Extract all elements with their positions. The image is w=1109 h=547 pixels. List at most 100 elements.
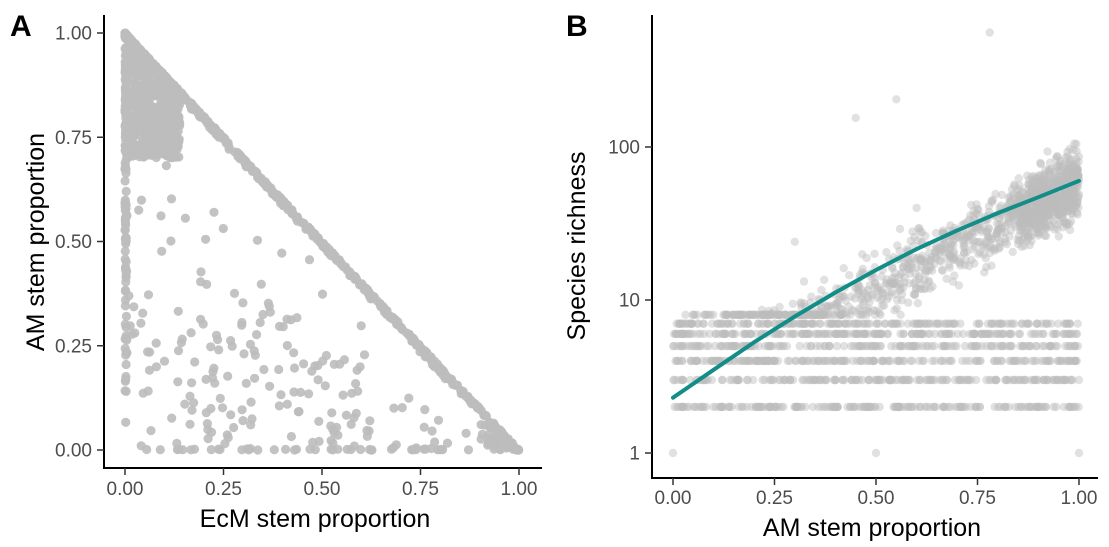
scatter-point <box>1011 402 1020 412</box>
scatter-point <box>814 402 823 412</box>
scatter-point <box>686 329 695 339</box>
scatter-point <box>672 319 681 328</box>
scatter-point <box>1065 319 1074 328</box>
scatter-point <box>872 375 881 385</box>
scatter-point <box>872 341 881 351</box>
scatter-point <box>1062 356 1071 366</box>
panel-a-y-label: AM stem proportion <box>22 133 50 351</box>
scatter-point <box>852 329 862 339</box>
scatter-point <box>121 164 131 174</box>
scatter-point <box>237 405 247 415</box>
scatter-point <box>1071 154 1081 164</box>
scatter-point <box>889 402 898 412</box>
scatter-point <box>942 254 952 263</box>
scatter-point <box>759 319 768 328</box>
scatter-point <box>669 329 679 339</box>
scatter-point <box>1039 219 1049 229</box>
scatter-point <box>1031 200 1041 209</box>
scatter-point <box>161 161 171 171</box>
scatter-point <box>911 341 921 351</box>
scatter-point <box>854 319 863 328</box>
scatter-point <box>870 402 879 412</box>
scatter-point <box>731 375 740 385</box>
scatter-point <box>833 402 842 412</box>
scatter-point <box>798 329 807 339</box>
scatter-point <box>925 329 935 339</box>
scatter-point <box>678 375 687 385</box>
scatter-point <box>1051 375 1060 385</box>
scatter-point <box>1052 329 1061 339</box>
scatter-point <box>1026 187 1035 197</box>
scatter-point <box>762 356 772 366</box>
panel-a-y-tick-label: 0.50 <box>55 232 92 253</box>
scatter-point <box>877 272 886 281</box>
scatter-point <box>177 334 187 344</box>
scatter-point <box>890 268 899 277</box>
scatter-point <box>824 341 834 351</box>
scatter-point <box>744 319 753 328</box>
scatter-point <box>911 276 920 285</box>
scatter-point <box>842 310 851 319</box>
scatter-point <box>1041 207 1051 216</box>
scatter-point <box>735 319 745 328</box>
scatter-point <box>892 295 902 305</box>
scatter-point <box>1073 165 1082 174</box>
scatter-point <box>1060 218 1069 228</box>
scatter-point <box>1028 176 1038 185</box>
scatter-point <box>783 329 792 339</box>
scatter-point <box>815 356 824 366</box>
scatter-point <box>964 261 974 271</box>
scatter-point <box>965 231 974 240</box>
scatter-point <box>754 319 763 328</box>
scatter-point <box>803 356 812 366</box>
scatter-point <box>1026 402 1035 412</box>
scatter-point <box>122 211 132 221</box>
scatter-point <box>866 341 875 351</box>
scatter-point <box>793 402 802 412</box>
scatter-point <box>1034 218 1043 227</box>
scatter-point <box>771 402 781 412</box>
scatter-point <box>978 329 988 339</box>
scatter-point <box>140 99 150 109</box>
scatter-point <box>900 278 909 287</box>
scatter-point <box>840 319 849 328</box>
scatter-point <box>238 155 248 165</box>
scatter-point <box>748 375 758 385</box>
scatter-point <box>775 341 785 351</box>
scatter-point <box>870 341 880 351</box>
scatter-point <box>915 402 925 412</box>
scatter-point <box>899 341 909 351</box>
scatter-point <box>911 319 920 328</box>
scatter-point <box>1034 217 1043 227</box>
scatter-point <box>964 375 973 385</box>
scatter-point <box>859 402 868 412</box>
scatter-point <box>989 244 998 254</box>
scatter-point <box>864 402 873 412</box>
scatter-point <box>821 375 830 385</box>
scatter-point <box>1045 220 1054 229</box>
scatter-point <box>745 356 755 366</box>
scatter-point <box>1050 203 1060 213</box>
scatter-point <box>672 356 682 366</box>
scatter-point <box>1053 356 1063 366</box>
scatter-point <box>272 190 283 200</box>
scatter-point <box>973 356 982 366</box>
scatter-point <box>855 341 864 351</box>
scatter-point <box>718 375 727 385</box>
scatter-point <box>1055 201 1064 211</box>
scatter-point <box>917 254 926 263</box>
scatter-point <box>997 356 1006 366</box>
scatter-point <box>863 402 872 412</box>
scatter-point <box>824 341 834 351</box>
scatter-point <box>882 275 892 284</box>
scatter-point <box>1028 187 1037 196</box>
scatter-point <box>130 46 141 56</box>
scatter-point <box>976 225 986 235</box>
scatter-point <box>420 405 430 415</box>
scatter-point <box>926 375 936 385</box>
scatter-point <box>886 319 896 328</box>
scatter-point <box>838 356 847 366</box>
scatter-point <box>1067 197 1077 207</box>
scatter-point <box>844 329 853 339</box>
